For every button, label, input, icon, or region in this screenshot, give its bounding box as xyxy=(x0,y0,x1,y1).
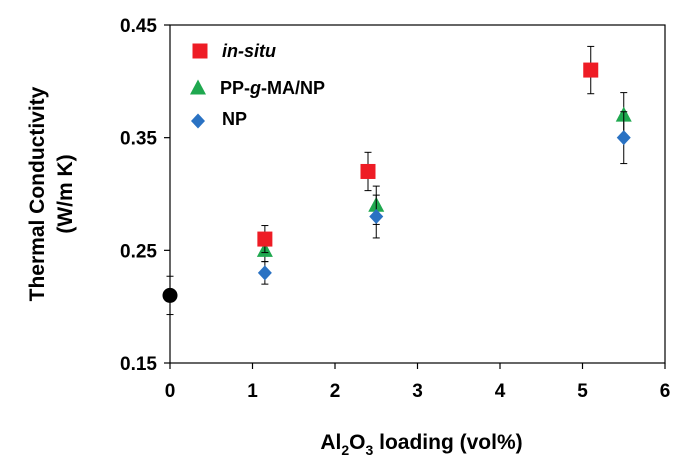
legend-marker-diamond xyxy=(191,113,205,129)
x-axis-title-part: Al xyxy=(320,431,341,454)
y-axis-title-line2: (W/m K) xyxy=(54,154,77,233)
legend-label: in-situ xyxy=(222,41,276,61)
x-tick-label: 4 xyxy=(495,381,506,402)
data-point-square xyxy=(583,62,599,78)
data-point-square xyxy=(360,163,376,179)
x-axis-title-subscript: 3 xyxy=(366,442,374,458)
legend-label-part: PP- xyxy=(220,78,250,98)
x-tick-label: 6 xyxy=(660,381,671,402)
y-tick-label: 0.45 xyxy=(120,16,157,37)
data-point-diamond xyxy=(616,130,631,146)
x-tick-label: 3 xyxy=(412,381,423,402)
data-point-square xyxy=(257,231,273,247)
data-point-diamond xyxy=(257,265,272,281)
legend: in-situ PP-g-MA/NP NP xyxy=(190,41,325,129)
data-point-diamond xyxy=(369,209,384,225)
y-tick-label: 0.15 xyxy=(120,354,157,375)
legend-label: NP xyxy=(222,109,247,129)
x-tick-label: 5 xyxy=(577,381,588,402)
y-tick-label: 0.35 xyxy=(120,129,157,150)
x-axis-title-part: O xyxy=(349,431,365,454)
x-tick-label: 2 xyxy=(330,381,341,402)
x-axis-title: Al2O3 loading (vol%) xyxy=(320,431,522,458)
legend-label-part: g xyxy=(249,78,261,98)
legend-marker-triangle xyxy=(190,79,206,95)
y-axis-title-line1: Thermal Conductivity xyxy=(26,86,49,301)
legend-marker-square xyxy=(192,43,208,59)
legend-label-part: -MA/NP xyxy=(261,78,325,98)
y-tick-label: 0.25 xyxy=(120,241,157,262)
plot-area xyxy=(162,45,632,316)
legend-label: PP-g-MA/NP xyxy=(220,78,325,98)
x-axis-title-part: loading (vol%) xyxy=(373,431,522,454)
x-tick-label: 1 xyxy=(247,381,258,402)
x-axis-title-subscript: 2 xyxy=(341,442,349,458)
x-tick-label: 0 xyxy=(165,381,176,402)
